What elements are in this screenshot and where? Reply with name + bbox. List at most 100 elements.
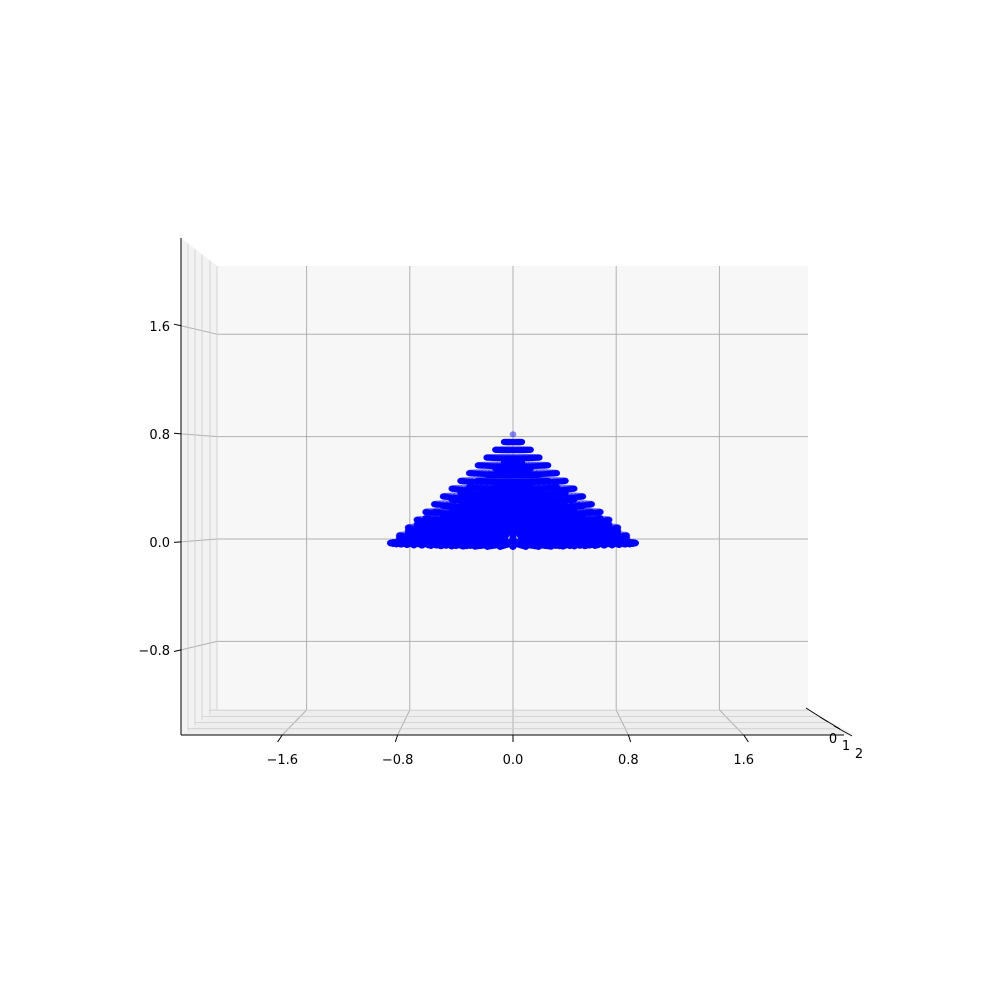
scatter-point	[474, 506, 481, 513]
scatter-point	[496, 543, 504, 550]
scatter-point	[581, 536, 589, 543]
scatter-point	[477, 498, 485, 505]
scatter-points	[387, 431, 639, 550]
grid-line-z-side	[180, 640, 218, 651]
scatter-point	[529, 519, 537, 526]
scatter-point	[529, 513, 537, 520]
scatter-point	[509, 487, 517, 494]
scatter-point	[426, 518, 433, 525]
scatter-point	[509, 506, 517, 513]
scatter-point	[522, 487, 530, 494]
scatter-point	[555, 503, 563, 510]
scatter-point	[519, 519, 527, 526]
scatter-point	[539, 519, 547, 526]
scatter-point	[566, 519, 573, 526]
scatter-point	[585, 529, 593, 536]
scatter-point	[559, 536, 567, 543]
scatter-point	[479, 513, 487, 520]
scatter-point	[471, 543, 479, 550]
scatter-point	[544, 462, 552, 469]
scatter-point	[418, 542, 426, 549]
scatter-point	[501, 498, 509, 505]
scatter-point	[481, 495, 488, 502]
scatter-point	[397, 541, 405, 548]
scatter-point	[465, 506, 473, 513]
scatter-point	[557, 523, 565, 530]
scatter-point	[457, 521, 464, 528]
scatter-point	[574, 518, 581, 525]
grid-line-z-side	[180, 325, 218, 335]
side-pane	[181, 238, 217, 735]
scatter-point	[524, 495, 531, 502]
scatter-point	[544, 495, 552, 502]
scatter-point	[521, 528, 529, 535]
scatter-point	[566, 514, 573, 521]
scatter-point	[477, 503, 485, 510]
scatter-point	[498, 479, 506, 486]
scatter-point	[463, 529, 471, 535]
scatter-point	[498, 521, 506, 528]
scatter-point	[547, 536, 555, 543]
scatter-point	[536, 506, 544, 513]
scatter-point	[580, 510, 588, 517]
scatter-point	[433, 510, 441, 517]
scatter-point	[451, 502, 458, 509]
scatter-point	[553, 470, 560, 477]
scatter-point	[479, 519, 487, 526]
scatter-point	[533, 528, 541, 535]
scatter-point	[509, 528, 517, 535]
scatter-point	[484, 536, 491, 543]
scatter-point	[614, 524, 621, 531]
scatter-point	[495, 495, 502, 502]
scatter-point	[490, 487, 498, 494]
scatter-point	[545, 511, 552, 518]
scatter-point	[500, 511, 508, 518]
scatter-point	[549, 499, 556, 505]
scatter-point	[442, 529, 450, 536]
scatter-point	[517, 498, 525, 505]
scatter-point	[509, 511, 517, 518]
scatter-point	[548, 519, 556, 526]
scatter-point	[509, 495, 517, 502]
scatter-point	[500, 506, 508, 513]
scatter-point	[562, 521, 569, 528]
scatter-point	[522, 536, 530, 543]
scatter-point	[474, 528, 482, 535]
scatter-point	[485, 528, 493, 535]
scatter-point	[562, 503, 570, 509]
scatter-point	[509, 519, 517, 526]
scatter-point	[516, 495, 524, 502]
scatter-point	[518, 439, 526, 445]
scatter-point	[493, 503, 500, 510]
scatter-point	[561, 506, 568, 513]
scatter-point	[509, 498, 517, 505]
scatter-point	[556, 495, 564, 501]
scatter-point	[570, 536, 578, 543]
scatter-point	[545, 487, 553, 494]
scatter-point	[482, 506, 490, 513]
scatter-point	[566, 529, 574, 536]
scatter-point	[550, 495, 558, 502]
scatter-point	[591, 537, 599, 544]
scatter-point	[524, 491, 531, 498]
scatter-point	[502, 491, 510, 498]
scatter-point	[526, 498, 533, 505]
scatter-point	[410, 542, 418, 549]
scatter-point	[427, 537, 435, 544]
scatter-point	[527, 506, 535, 513]
scatter-point	[445, 502, 453, 509]
scatter-point	[539, 513, 547, 520]
scatter-point	[433, 529, 441, 536]
scatter-point	[509, 543, 517, 550]
scatter-point	[427, 542, 435, 549]
scatter-point	[553, 506, 561, 513]
scatter-point	[545, 506, 552, 513]
scatter-point	[488, 479, 495, 486]
scatter-point	[526, 503, 533, 510]
scatter-point	[574, 514, 581, 521]
scatter-point	[502, 495, 510, 502]
scatter-point	[493, 498, 500, 505]
scatter-point	[445, 518, 452, 525]
scatter-point	[499, 513, 507, 520]
scatter-point	[501, 503, 509, 510]
